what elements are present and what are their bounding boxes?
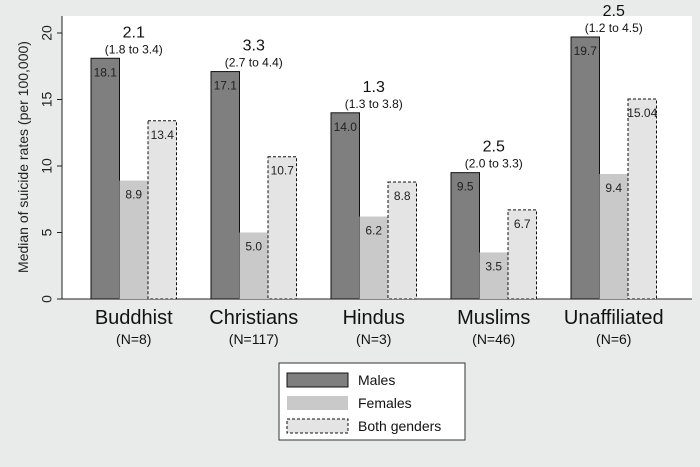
- bar-males-christians: [210, 71, 240, 300]
- x-category-count: (N=46): [472, 331, 515, 347]
- x-category-label: Buddhist: [95, 307, 173, 329]
- bar-value-label: 15.04: [627, 106, 657, 120]
- bar-value-label: 9.4: [605, 181, 622, 195]
- bar-females-christians: [239, 232, 268, 299]
- bar-both-genders-buddhist: [147, 120, 177, 300]
- bar-value-label: 10.7: [271, 164, 295, 178]
- x-category-count: (N=3): [356, 331, 391, 347]
- bar-males-muslims: [450, 172, 480, 300]
- y-tick-label: 15: [39, 92, 55, 108]
- bar-value-label: 17.1: [214, 79, 238, 93]
- ratio-value: 2.1: [123, 24, 145, 41]
- legend-label-both-genders: Both genders: [358, 418, 441, 434]
- legend-label-females: Females: [358, 395, 412, 411]
- bar-value-label: 8.9: [125, 188, 142, 202]
- bar-value-label: 8.8: [394, 189, 411, 203]
- bar-both-genders-hindus: [387, 181, 417, 300]
- ratio-value: 2.5: [483, 139, 505, 156]
- bar-value-label: 19.7: [574, 44, 598, 58]
- bar-value-label: 14.0: [334, 120, 358, 134]
- bar-both-genders-unaffiliated: [627, 98, 657, 300]
- ratio-value: 1.3: [363, 79, 385, 96]
- bar-females-buddhist: [119, 180, 148, 299]
- ratio-ci: (1.8 to 3.4): [105, 42, 163, 56]
- x-category-label: Unaffiliated: [564, 307, 664, 329]
- y-axis-ticks: 0 5 10 15 20: [39, 25, 62, 303]
- y-tick-label: 20: [39, 25, 55, 41]
- bar-value-label: 18.1: [94, 65, 118, 79]
- ratio-value: 3.3: [243, 38, 265, 55]
- bar-value-label: 3.5: [485, 259, 502, 273]
- bar-both-genders-muslims: [507, 209, 537, 300]
- bar-value-label: 9.5: [457, 180, 474, 194]
- bars: [90, 36, 657, 300]
- ratio-ci: (1.2 to 4.5): [585, 21, 643, 35]
- bar-females-muslims: [479, 252, 508, 299]
- bar-females-unaffiliated: [599, 173, 628, 299]
- y-axis-title: Median of suicide rates (per 100,000): [15, 41, 31, 273]
- bar-males-unaffiliated: [570, 36, 600, 300]
- x-category-count: (N=8): [116, 331, 151, 347]
- y-tick-label: 0: [39, 295, 55, 303]
- bar-value-label: 13.4: [151, 128, 175, 142]
- bar-value-label: 6.2: [365, 224, 382, 238]
- bar-females-hindus: [359, 216, 388, 299]
- legend-swatch-females: [287, 396, 348, 410]
- bar-males-buddhist: [90, 57, 120, 300]
- x-category-label: Muslims: [457, 307, 530, 329]
- bar-value-label: 5.0: [245, 240, 262, 254]
- legend-swatch-both-genders: [286, 418, 349, 434]
- legend-swatch-males: [286, 372, 349, 388]
- ratio-ci: (1.3 to 3.8): [345, 97, 403, 111]
- y-tick-label: 10: [39, 158, 55, 174]
- x-axis-categories: Buddhist (N=8) Christians (N=117) Hindus (N=3…: [95, 307, 664, 347]
- x-category-label: Hindus: [343, 307, 405, 329]
- y-tick-label: 5: [39, 228, 55, 236]
- x-category-label: Christians: [209, 307, 298, 329]
- bar-males-hindus: [330, 112, 360, 300]
- legend-label-males: Males: [358, 372, 395, 388]
- bar-both-genders-christians: [267, 156, 297, 300]
- ratio-annotations: 2.1(1.8 to 3.4) 3.3(2.7 to 4.4) 1.3(1.3 to…: [105, 3, 643, 171]
- x-category-count: (N=6): [596, 331, 631, 347]
- ratio-ci: (2.7 to 4.4): [225, 56, 283, 70]
- legend: Males Females Both genders: [278, 362, 466, 441]
- ratio-ci: (2.0 to 3.3): [465, 157, 523, 171]
- x-category-count: (N=117): [229, 331, 279, 347]
- bar-value-labels: 18.1 8.9 13.4 17.1 5.0 10.7 14.0 6.2 8.8 9.5 3.5 6.…: [94, 44, 658, 273]
- bar-value-label: 6.7: [514, 217, 531, 231]
- ratio-value: 2.5: [603, 3, 625, 20]
